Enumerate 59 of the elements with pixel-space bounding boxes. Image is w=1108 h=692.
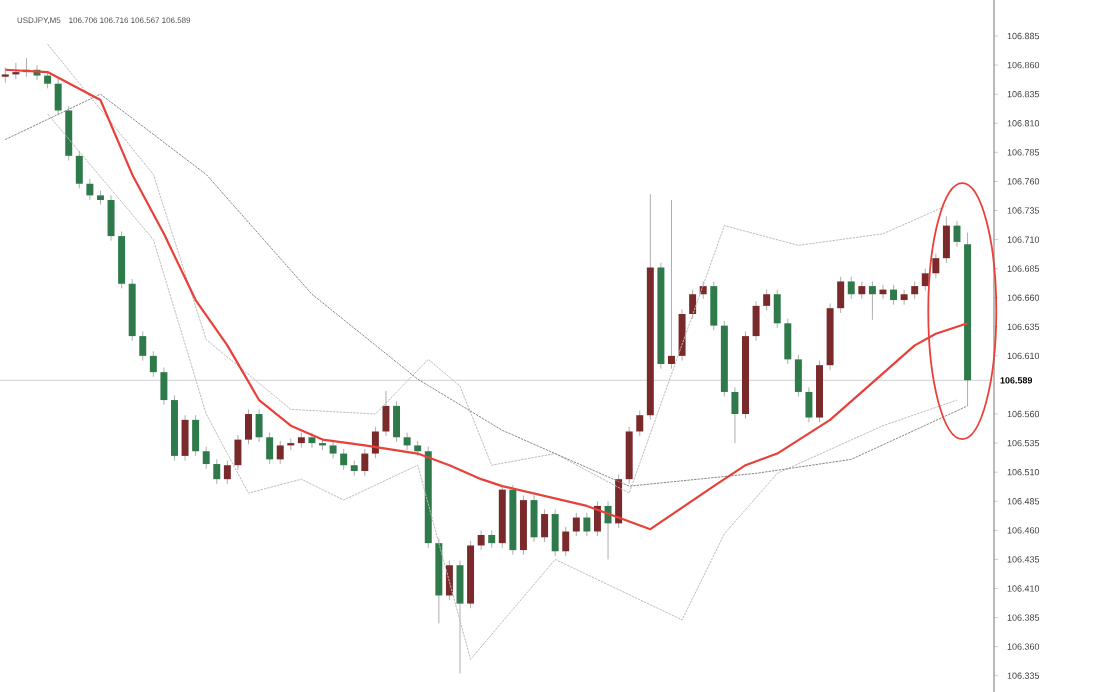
candlestick bbox=[890, 284, 898, 306]
candlestick bbox=[1, 67, 9, 83]
candlestick bbox=[731, 386, 739, 444]
candlestick bbox=[54, 78, 62, 116]
candlestick bbox=[340, 448, 348, 471]
candlestick bbox=[763, 289, 771, 311]
candlestick bbox=[107, 194, 115, 242]
candlestick bbox=[118, 231, 126, 289]
candlestick bbox=[921, 268, 929, 292]
candlestick bbox=[847, 276, 855, 300]
candlestick bbox=[868, 281, 876, 321]
candlestick bbox=[65, 105, 73, 161]
candlestick bbox=[794, 354, 802, 397]
candlestick bbox=[477, 529, 485, 551]
candlestick bbox=[572, 512, 580, 537]
candlestick bbox=[625, 426, 633, 485]
line-series bbox=[47, 43, 947, 494]
candlestick bbox=[562, 526, 570, 557]
candlestick bbox=[192, 414, 200, 457]
candlestick bbox=[593, 500, 601, 537]
candlestick bbox=[181, 414, 189, 461]
candlestick bbox=[213, 458, 221, 485]
candlestick bbox=[245, 408, 252, 445]
candlestick bbox=[942, 215, 950, 264]
candlestick bbox=[223, 460, 231, 485]
candlestick bbox=[86, 178, 94, 201]
candlestick bbox=[541, 509, 549, 543]
candlestick bbox=[393, 400, 401, 443]
candlestick bbox=[636, 410, 644, 437]
candlestick bbox=[266, 432, 274, 465]
candlestick bbox=[276, 440, 284, 465]
candlestick bbox=[583, 512, 591, 537]
candlestick bbox=[149, 350, 157, 378]
line-series bbox=[47, 113, 958, 660]
candlestick bbox=[139, 331, 147, 361]
candlestick bbox=[382, 390, 390, 437]
candlestick bbox=[784, 318, 792, 365]
candlestick bbox=[900, 289, 908, 306]
candlestick bbox=[773, 289, 781, 329]
candlestick bbox=[403, 432, 411, 451]
candlestick bbox=[752, 300, 760, 342]
candlestick bbox=[329, 440, 337, 459]
candlestick bbox=[202, 446, 210, 470]
candlestick bbox=[530, 495, 538, 543]
candlestick bbox=[308, 432, 316, 449]
candlestick bbox=[667, 199, 675, 370]
candlestick bbox=[689, 289, 697, 320]
candlestick bbox=[837, 276, 845, 314]
candlestick bbox=[371, 426, 379, 459]
candlestick bbox=[75, 150, 83, 189]
candlestick bbox=[255, 408, 263, 443]
candlestick bbox=[932, 253, 940, 279]
candlestick bbox=[710, 281, 718, 331]
candlestick bbox=[551, 509, 559, 557]
candlestick bbox=[160, 367, 168, 406]
candlestick bbox=[361, 448, 369, 477]
candlestick bbox=[234, 434, 242, 471]
candlestick bbox=[805, 386, 813, 423]
candlestick bbox=[678, 308, 686, 361]
